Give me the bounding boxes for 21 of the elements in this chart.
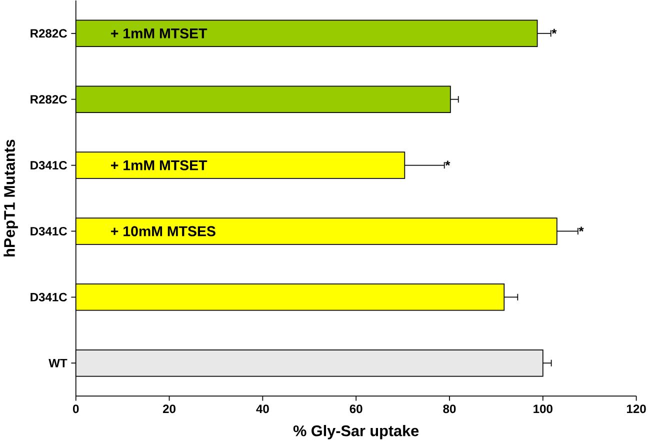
x-tick-label: 100 [534, 404, 552, 414]
annotation: + 1mM MTSET [110, 160, 208, 170]
y-tick-label: D341C [30, 292, 67, 302]
x-tick-label: 20 [162, 404, 176, 414]
y-axis-title: hPepT1 Mutants [4, 140, 18, 256]
y-tick-label: R282C [30, 95, 67, 104]
annotation: + 1mM MTSET [110, 28, 208, 38]
x-tick-label: 0 [73, 404, 79, 414]
y-tick-label: WT [48, 358, 68, 368]
x-tick-label: 40 [256, 404, 269, 414]
x-tick-label: 120 [627, 404, 646, 414]
y-tick-label: D341C [30, 226, 67, 236]
data-label: * [578, 226, 584, 232]
x-tick-label: 60 [350, 404, 362, 414]
data-label: * [552, 28, 557, 34]
annotation: + 10mM MTSES [110, 226, 216, 236]
x-axis-title: % Gly-Sar uptake [293, 425, 419, 440]
data-label: * [445, 160, 450, 166]
x-tick-label: 80 [443, 404, 456, 414]
y-tick-label: D341C [30, 161, 67, 170]
y-tick-label: R282C [30, 29, 67, 38]
